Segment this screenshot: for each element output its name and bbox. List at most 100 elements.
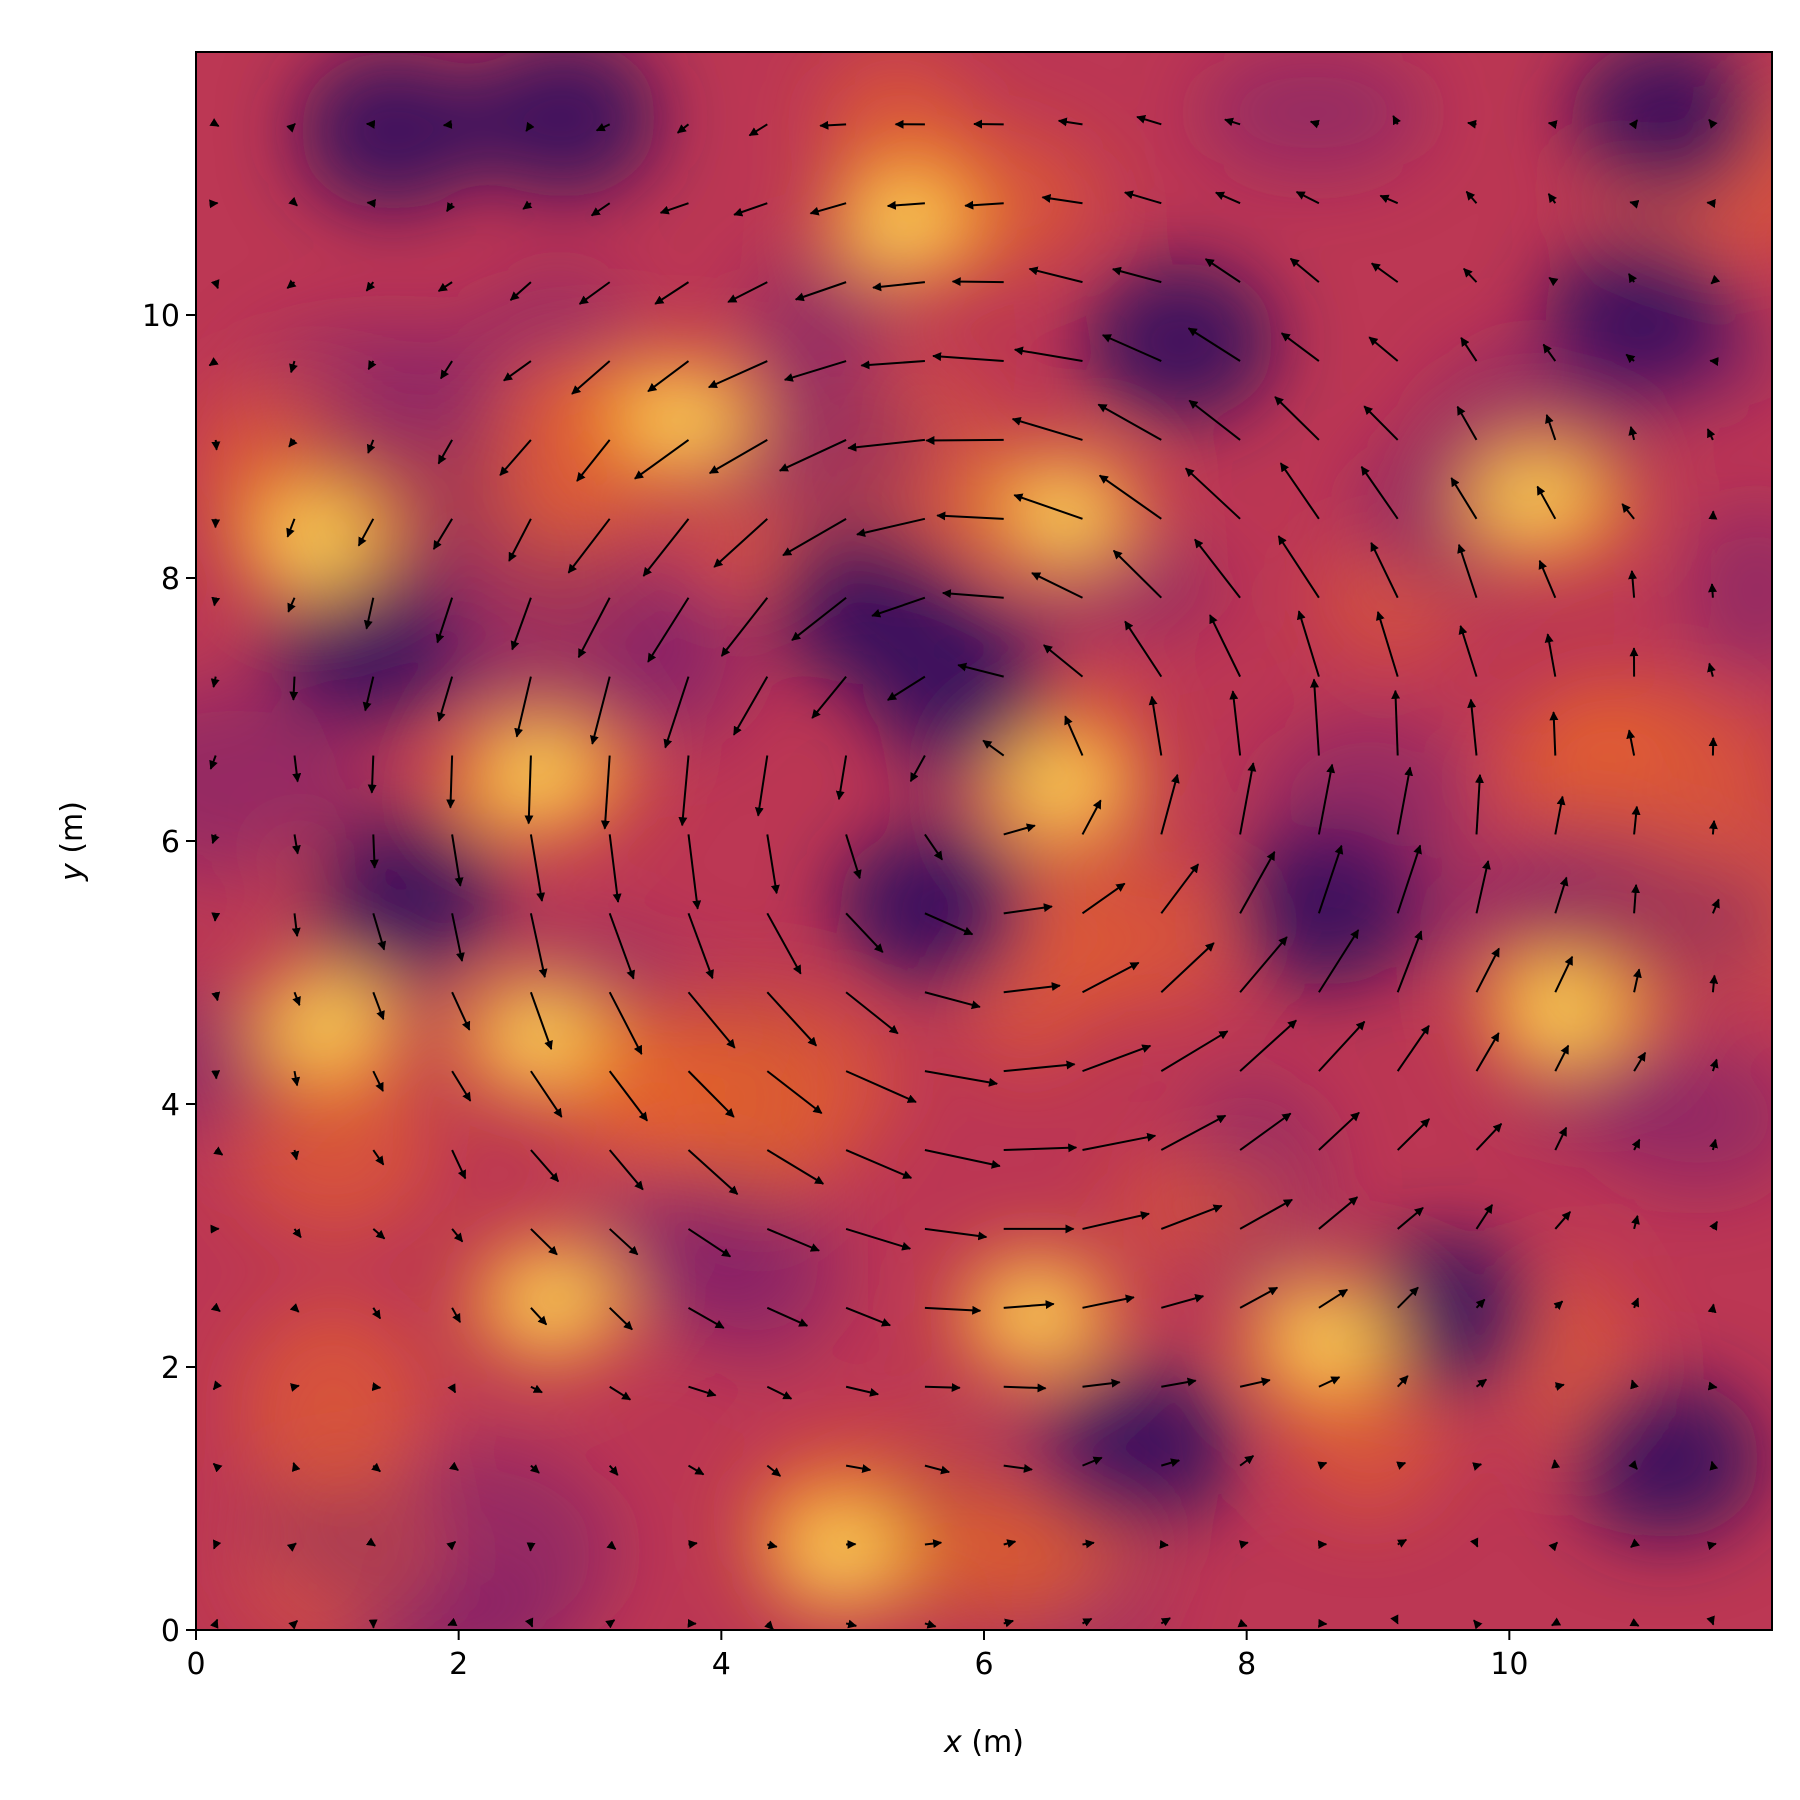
quiver-arrow — [1629, 199, 1640, 209]
y-tick-label: 2 — [161, 1351, 180, 1386]
quiver-arrow — [659, 202, 689, 215]
quiver-arrow — [372, 1307, 382, 1320]
quiver-arrow — [1456, 405, 1478, 441]
quiver-arrow — [1628, 1460, 1638, 1470]
y-axis: 0 2 4 6 8 10 — [142, 299, 196, 1649]
quiver-arrow — [1289, 257, 1320, 283]
quiver-arrow — [608, 1070, 648, 1122]
quiver-arrow — [286, 123, 296, 133]
quiver-arrow — [1003, 982, 1061, 994]
x-axis-label-var: x — [943, 1725, 962, 1760]
quiver-arrow — [446, 755, 456, 809]
quiver-arrow — [1630, 1297, 1640, 1309]
quiver-arrow — [925, 435, 1004, 445]
quiver-arrow — [1277, 535, 1320, 599]
plot-area — [196, 52, 1772, 1630]
quiver-arrow — [1318, 1376, 1341, 1388]
quiver-arrow — [1239, 762, 1257, 835]
quiver-arrow — [1124, 620, 1163, 678]
quiver-arrow — [1450, 477, 1478, 520]
quiver-arrow — [366, 439, 376, 454]
quiver-arrow — [514, 676, 532, 738]
quiver-arrow — [924, 1305, 982, 1315]
quiver-arrow — [687, 1228, 732, 1258]
quiver-arrow — [924, 1070, 998, 1087]
quiver-arrow — [1628, 273, 1638, 284]
x-tick-label: 6 — [974, 1647, 993, 1682]
quiver-arrow — [530, 1149, 560, 1183]
quiver-arrow — [571, 360, 611, 395]
quiver-arrow — [1098, 474, 1162, 520]
quiver-arrow — [1318, 1618, 1328, 1628]
quiver-arrow — [290, 1149, 300, 1161]
quiver-arrow — [1396, 1118, 1430, 1151]
quiver-arrow — [1204, 258, 1241, 283]
quiver-arrow — [845, 1385, 880, 1397]
quiver-arrow — [357, 518, 375, 547]
quiver-arrow — [290, 1383, 300, 1392]
quiver-arrow — [1317, 844, 1344, 914]
x-tick-label: 10 — [1490, 1647, 1528, 1682]
quiver-arrow — [524, 755, 534, 825]
quiver-arrow — [291, 1070, 301, 1087]
quiver-arrow — [1003, 823, 1036, 836]
quiver-arrow — [754, 755, 769, 817]
quiver-arrow — [1709, 1058, 1719, 1072]
heatmap-low-region — [1571, 1379, 1762, 1540]
quiver-arrow — [1548, 1541, 1559, 1552]
quiver-arrow — [1554, 795, 1566, 835]
heatmap-peak — [280, 512, 349, 565]
quiver-arrow — [436, 676, 454, 722]
quiver-arrow — [600, 755, 611, 830]
quiver-arrow — [372, 1070, 384, 1092]
heatmap-low-region — [1545, 235, 1736, 395]
quiver-arrow — [448, 1461, 459, 1472]
quiver-arrow — [1472, 1462, 1483, 1471]
quiver-arrow — [1709, 1138, 1718, 1151]
quiver-arrow — [437, 439, 453, 465]
quiver-arrow — [1161, 1377, 1197, 1388]
quiver-arrow — [372, 1149, 385, 1166]
quiver-arrow — [1239, 851, 1276, 914]
quiver-arrow — [1621, 503, 1635, 520]
quiver-arrow — [525, 121, 535, 132]
quiver-arrow — [577, 597, 611, 659]
quiver-arrow — [663, 676, 690, 749]
quiver-arrow — [1554, 1126, 1568, 1151]
quiver-arrow — [595, 122, 611, 132]
quiver-arrow — [1187, 327, 1241, 362]
quiver-arrow — [367, 360, 377, 371]
quiver-arrow — [654, 281, 690, 305]
quiver-arrow — [1239, 1019, 1297, 1072]
quiver-arrow — [1554, 955, 1574, 993]
x-axis: 0 2 4 6 8 10 — [186, 1630, 1528, 1682]
quiver-arrow — [371, 1462, 381, 1473]
quiver-arrow — [609, 1307, 633, 1331]
quiver-arrow — [447, 1383, 457, 1394]
quiver-arrow — [1013, 346, 1083, 363]
quiver-arrow — [1064, 715, 1084, 756]
quiver-arrow — [369, 834, 379, 869]
quiver-arrow — [783, 360, 847, 382]
quiver-arrow — [1475, 1378, 1488, 1388]
quiver-arrow — [647, 360, 690, 393]
heatmap-peak — [1501, 473, 1570, 526]
quiver-arrow — [287, 597, 296, 613]
quiver-arrow — [1709, 1220, 1719, 1231]
y-tick-label: 0 — [161, 1614, 180, 1649]
quiver-arrow — [605, 1619, 616, 1629]
quiver-arrow — [211, 912, 221, 922]
quiver-arrow — [1160, 1030, 1229, 1072]
quiver-arrow — [1538, 559, 1557, 599]
quiver-arrow — [288, 437, 298, 448]
quiver-arrow — [372, 1228, 386, 1240]
quiver-arrow — [210, 676, 220, 688]
quiver-arrow — [1460, 337, 1478, 362]
quiver-arrow — [435, 597, 454, 644]
heatmap-peak — [647, 394, 716, 447]
quiver-arrow — [209, 118, 220, 127]
quiver-arrow — [1473, 1619, 1483, 1630]
quiver-arrow — [688, 1385, 717, 1398]
quiver-arrow — [499, 439, 532, 476]
